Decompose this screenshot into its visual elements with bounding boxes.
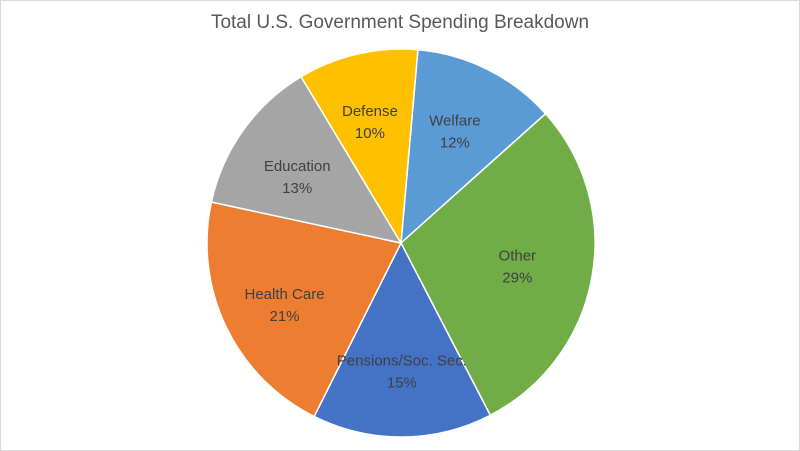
slice-value-education: 13% — [282, 180, 312, 197]
slice-other — [400, 112, 596, 417]
slice-pensions-soc-sec — [313, 241, 492, 438]
pie-labels: Welfare 12% Other 29% Pensions/Soc. Sec. 15% H… — [245, 103, 537, 391]
slice-label-other: Other — [499, 248, 537, 265]
slice-label-pensions-soc-sec: Pensions/Soc. Sec. — [337, 352, 467, 369]
slice-value-defense: 10% — [355, 125, 385, 142]
slice-defense — [300, 48, 419, 246]
slice-value-health-care: 21% — [270, 308, 300, 325]
slice-value-pensions-soc-sec: 15% — [387, 374, 417, 391]
slice-education — [210, 75, 403, 245]
slice-label-welfare: Welfare — [429, 112, 480, 129]
slice-label-defense: Defense — [342, 103, 398, 120]
chart-title: Total U.S. Government Spending Breakdown — [210, 12, 590, 33]
slice-welfare — [400, 48, 547, 245]
slice-value-welfare: 12% — [440, 134, 470, 151]
slice-label-health-care: Health Care — [245, 286, 325, 303]
slice-health-care — [206, 201, 403, 418]
slice-label-education: Education — [264, 158, 331, 175]
slice-value-other: 29% — [502, 270, 532, 287]
pie-slices — [206, 48, 596, 438]
